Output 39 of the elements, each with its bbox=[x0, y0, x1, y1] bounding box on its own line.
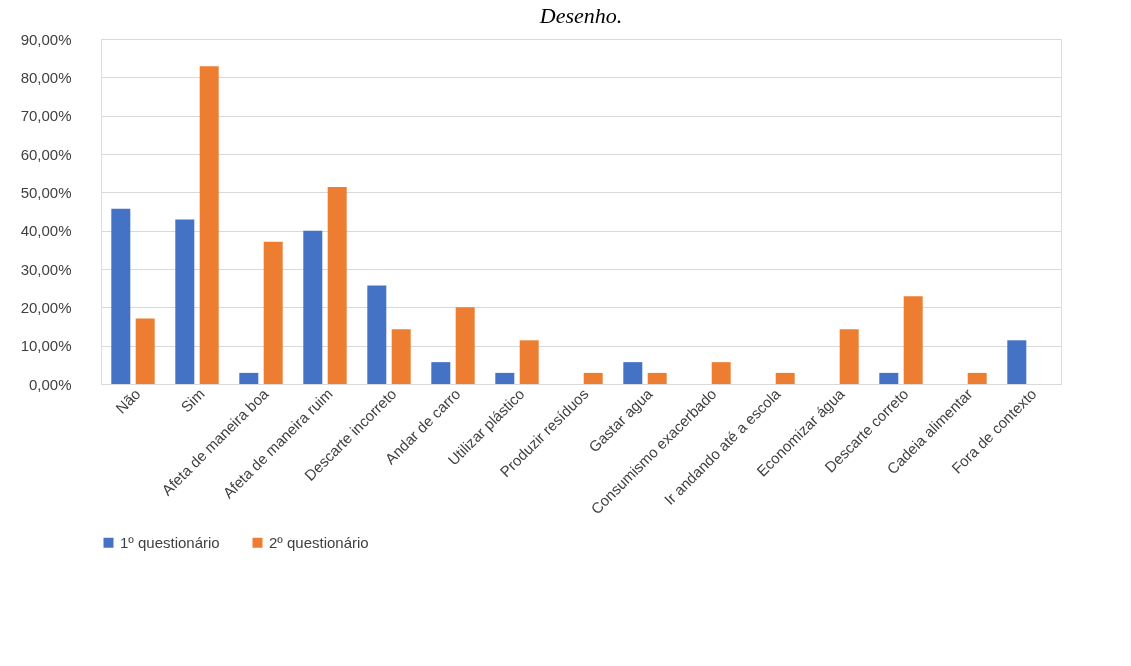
y-tick-label: 10,00% bbox=[20, 337, 72, 355]
bar bbox=[111, 208, 131, 384]
legend-label: 2º questionário bbox=[269, 533, 369, 551]
bar bbox=[367, 285, 387, 384]
y-tick-label: 20,00% bbox=[20, 298, 72, 316]
legend-label: 1º questionário bbox=[120, 533, 220, 551]
bar bbox=[199, 66, 219, 384]
bar bbox=[519, 340, 539, 384]
bar bbox=[903, 296, 923, 384]
y-tick-label: 90,00% bbox=[20, 30, 72, 48]
bar bbox=[839, 329, 859, 384]
bar bbox=[391, 329, 411, 384]
y-tick-label: 80,00% bbox=[20, 68, 72, 86]
bar bbox=[303, 230, 323, 384]
bar bbox=[623, 362, 643, 384]
bar bbox=[647, 372, 667, 384]
bar bbox=[711, 362, 731, 384]
x-tick-label: Não bbox=[112, 385, 144, 417]
bar bbox=[263, 241, 283, 384]
bar bbox=[239, 372, 259, 384]
bar bbox=[1007, 340, 1027, 384]
bar bbox=[775, 372, 795, 384]
bar bbox=[135, 318, 155, 384]
bar bbox=[495, 372, 515, 384]
y-tick-label: 60,00% bbox=[20, 145, 72, 163]
bar bbox=[455, 307, 475, 384]
bar bbox=[583, 372, 603, 384]
y-tick-label: 30,00% bbox=[20, 260, 72, 278]
y-tick-label: 70,00% bbox=[20, 107, 72, 125]
chart-title: Desenho. bbox=[538, 3, 623, 28]
y-tick-label: 0,00% bbox=[28, 375, 72, 393]
bar bbox=[175, 219, 195, 384]
bar bbox=[967, 372, 987, 384]
y-tick-label: 40,00% bbox=[20, 222, 72, 240]
bar bbox=[879, 372, 899, 384]
x-tick-label: Sim bbox=[177, 385, 208, 416]
y-tick-label: 50,00% bbox=[20, 183, 72, 201]
bar bbox=[327, 186, 347, 384]
bar bbox=[431, 362, 451, 384]
